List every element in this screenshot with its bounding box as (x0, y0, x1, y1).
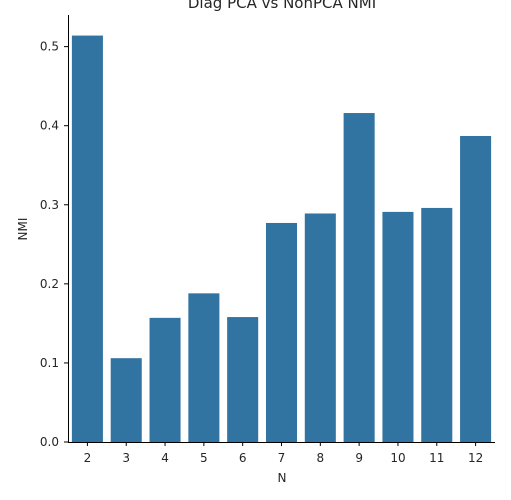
y-tick-label-0.4: 0.4 (40, 119, 59, 133)
x-tick-label-11: 11 (429, 451, 444, 465)
bar-11 (421, 207, 453, 442)
y-tick-label-0.0: 0.0 (40, 435, 59, 449)
x-axis: 2 3 4 5 6 7 8 9 10 11 12 (68, 442, 495, 465)
bar-6 (227, 317, 259, 442)
x-tick-label-10: 10 (390, 451, 405, 465)
x-tick-label-3: 3 (122, 451, 130, 465)
y-tick-label-0.2: 0.2 (40, 277, 59, 291)
x-tick-label-9: 9 (355, 451, 363, 465)
x-tick-label-7: 7 (278, 451, 286, 465)
y-tick-label-0.3: 0.3 (40, 198, 59, 212)
bar-4 (149, 317, 181, 442)
x-tick-label-4: 4 (161, 451, 169, 465)
bar-3 (110, 358, 142, 442)
bars-group (71, 35, 492, 443)
bar-7 (265, 222, 298, 442)
chart-title: Diag PCA vs NonPCA NMI (188, 0, 376, 12)
x-tick-label-2: 2 (84, 451, 92, 465)
y-tick-label-0.1: 0.1 (40, 356, 59, 370)
x-tick-label-5: 5 (200, 451, 208, 465)
bar-2 (71, 35, 103, 443)
y-axis: 0.0 0.1 0.2 0.3 0.4 0.5 (40, 15, 69, 449)
bar-8 (304, 213, 336, 442)
x-axis-label: N (278, 471, 287, 485)
bar-10 (382, 211, 414, 442)
y-axis-label: NMI (16, 218, 30, 241)
bar-12 (460, 135, 492, 443)
y-tick-label-0.5: 0.5 (40, 40, 59, 54)
x-tick-label-12: 12 (468, 451, 483, 465)
x-tick-label-8: 8 (316, 451, 324, 465)
bar-9 (343, 113, 375, 443)
bar-5 (188, 293, 220, 442)
x-tick-label-6: 6 (239, 451, 247, 465)
